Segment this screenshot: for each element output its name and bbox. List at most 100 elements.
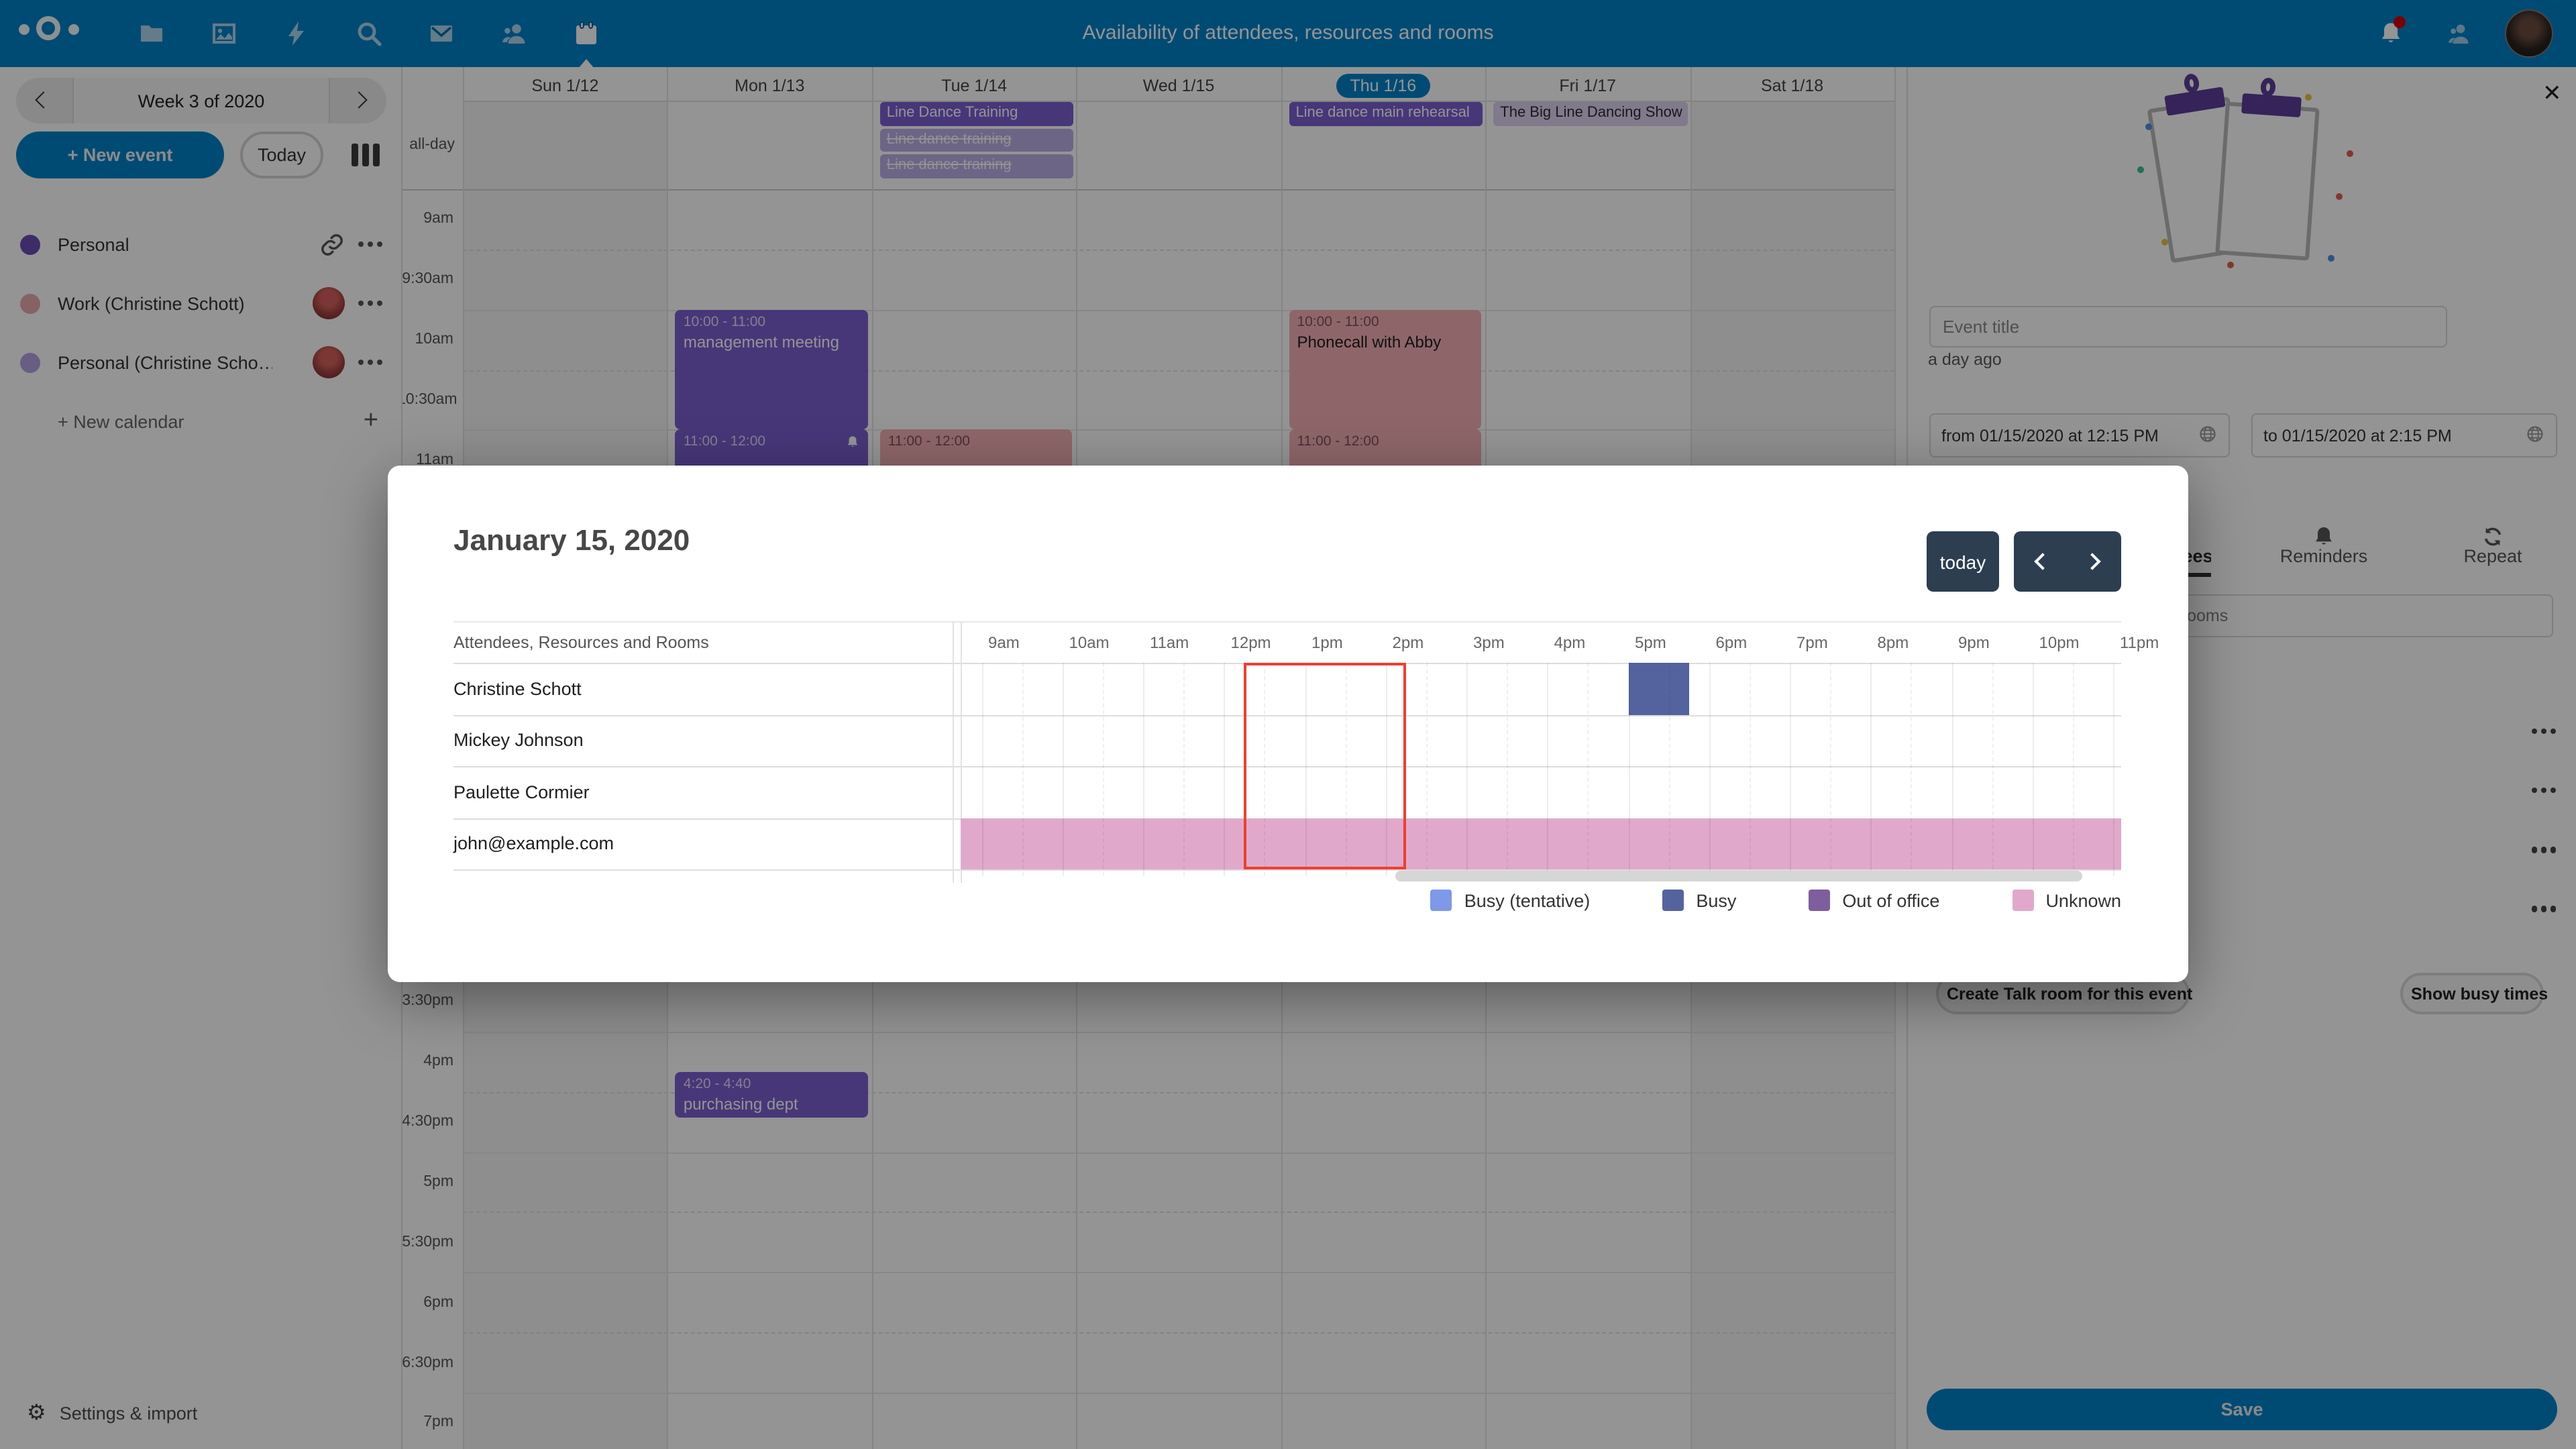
week-navigation: Week 3 of 2020	[16, 78, 386, 123]
attendee-menu-icon[interactable]	[2531, 906, 2556, 912]
event-time-text: 4:20 - 4:40	[683, 1075, 751, 1092]
event-title: Phonecall with Abby	[1297, 332, 1442, 352]
view-toggle-icon[interactable]	[352, 144, 380, 166]
grid-top-separator	[402, 189, 1894, 191]
hour-label: 1pm	[1311, 633, 1343, 651]
hour-label: 8pm	[1877, 633, 1909, 651]
legend-item: Unknown	[2012, 890, 2121, 911]
event-time-text: 11:00 - 12:00	[888, 433, 970, 450]
allday-event[interactable]: Line Dance Training	[879, 102, 1074, 125]
day-header-sat[interactable]: Sat 1/18	[1690, 71, 1894, 101]
modal-today-button[interactable]: today	[1927, 531, 1999, 592]
calendar-item[interactable]: Work (Christine Schott)	[0, 274, 402, 333]
attendee-menu-icon[interactable]	[2531, 847, 2556, 853]
activity-icon[interactable]	[283, 20, 310, 47]
time-gutter-label: 5pm	[423, 1174, 453, 1190]
mail-icon[interactable]	[428, 20, 455, 47]
calendar-menu-icon[interactable]	[358, 241, 382, 248]
today-button[interactable]: Today	[240, 131, 323, 178]
allday-event[interactable]: Line dance training	[879, 128, 1074, 152]
calendar-name: Work (Christine Schott)	[58, 293, 245, 313]
reminders-bell-icon	[2312, 525, 2336, 549]
event-title-input[interactable]	[1929, 306, 2447, 347]
calendar-name: Personal	[58, 234, 129, 254]
legend-item: Out of office	[1809, 890, 1939, 911]
dot	[2550, 847, 2556, 853]
calendar-icon[interactable]	[573, 20, 600, 68]
attendees-column-header: Attendees, Resources and Rooms	[453, 633, 709, 651]
calendar-item[interactable]: Personal (Christine Scho…	[0, 333, 402, 392]
settings-and-import[interactable]: ⚙ Settings & import	[0, 1393, 402, 1433]
day-header-sun[interactable]: Sun 1/12	[463, 71, 667, 101]
attendee-menu-icon[interactable]	[2531, 728, 2556, 735]
contacts-menu-icon[interactable]	[2446, 20, 2473, 47]
end-datetime-field[interactable]: to 01/15/2020 at 2:15 PM	[2251, 413, 2557, 458]
day-header-fri[interactable]: Fri 1/17	[1485, 71, 1690, 101]
event-time-text: 11:00 - 12:00	[1297, 433, 1379, 450]
timeline-border	[961, 621, 962, 883]
allday-event[interactable]: Line dance main rehearsal	[1289, 102, 1483, 125]
calendar-menu-icon[interactable]	[358, 359, 382, 366]
notifications-bell-icon[interactable]	[2377, 16, 2406, 47]
event-time-text: 10:00 - 11:00	[1297, 313, 1379, 330]
app-navigation	[138, 20, 600, 68]
selected-time-range[interactable]	[1244, 663, 1406, 869]
tab-repeat[interactable]: Repeat	[2463, 546, 2522, 566]
start-datetime-field[interactable]: from 01/15/2020 at 12:15 PM	[1929, 413, 2230, 458]
event[interactable]: 4:20 - 4:40 purchasing dept	[675, 1071, 868, 1118]
dot	[2550, 906, 2556, 912]
allday-event[interactable]: Line dance training	[879, 154, 1074, 178]
last-modified-label: a day ago	[1928, 350, 2002, 369]
save-button[interactable]: Save	[1927, 1389, 2557, 1430]
timeline-scrollbar[interactable]	[1395, 871, 2082, 881]
day-label: Mon 1/13	[735, 76, 805, 95]
attendee-menu-icon[interactable]	[2531, 787, 2556, 794]
search-icon[interactable]	[356, 20, 382, 47]
day-header-wed[interactable]: Wed 1/15	[1077, 71, 1281, 101]
close-icon[interactable]: ✕	[2534, 78, 2567, 110]
calendar-item[interactable]: Personal	[0, 215, 402, 274]
timezone-globe-icon[interactable]	[2525, 423, 2545, 447]
tab-reminders[interactable]: Reminders	[2279, 546, 2368, 566]
timezone-globe-icon[interactable]	[2198, 423, 2218, 447]
contacts-icon[interactable]	[500, 20, 527, 47]
files-icon[interactable]	[138, 20, 165, 47]
calendar-list: Personal Work (Christine Schott) Personal …	[0, 215, 402, 451]
dot	[376, 300, 382, 307]
grid-line	[463, 1212, 1894, 1214]
calendar-color-dot	[20, 352, 40, 372]
show-busy-times-button[interactable]: Show busy times	[2400, 973, 2548, 1014]
table-row-border	[453, 869, 2121, 871]
allday-event[interactable]: The Big Line Dancing Show	[1493, 102, 1688, 125]
event[interactable]: 10:00 - 11:00 management meeting	[675, 309, 868, 430]
current-day-pill: Thu 1/16	[1336, 74, 1430, 98]
time-gutter-label: 6pm	[423, 1294, 453, 1311]
hour-line	[1385, 663, 1387, 876]
shared-by-avatar	[312, 346, 344, 378]
time-gutter-label: 7pm	[423, 1414, 453, 1431]
nextcloud-logo-icon[interactable]	[19, 16, 86, 51]
share-link-icon[interactable]	[319, 231, 344, 257]
allday-label: all-day	[409, 137, 455, 153]
dot	[2531, 906, 2537, 912]
day-header-mon[interactable]: Mon 1/13	[667, 71, 872, 101]
photos-icon[interactable]	[211, 20, 237, 47]
busy-block	[1628, 663, 1689, 714]
user-avatar[interactable]	[2505, 9, 2553, 58]
week-label[interactable]: Week 3 of 2020	[72, 78, 330, 123]
bell-icon	[2377, 23, 2404, 52]
half-hour-line	[1022, 663, 1024, 876]
new-calendar-button[interactable]: + New calendar +	[0, 392, 402, 451]
time-gutter-label: 11am	[416, 451, 453, 468]
new-event-button[interactable]: + New event	[16, 131, 224, 178]
dot	[2531, 847, 2537, 853]
event[interactable]: 10:00 - 11:00 Phonecall with Abby	[1289, 309, 1482, 430]
half-hour-line	[1587, 663, 1589, 876]
day-header-tue[interactable]: Tue 1/14	[872, 71, 1077, 101]
calendar-menu-icon[interactable]	[358, 300, 382, 307]
grid-line	[463, 1393, 1894, 1394]
day-header-thu[interactable]: Thu 1/16	[1281, 71, 1485, 101]
time-gutter-label: 3:30pm	[402, 993, 453, 1010]
hour-line	[1305, 663, 1306, 876]
repeat-icon	[2481, 525, 2505, 549]
